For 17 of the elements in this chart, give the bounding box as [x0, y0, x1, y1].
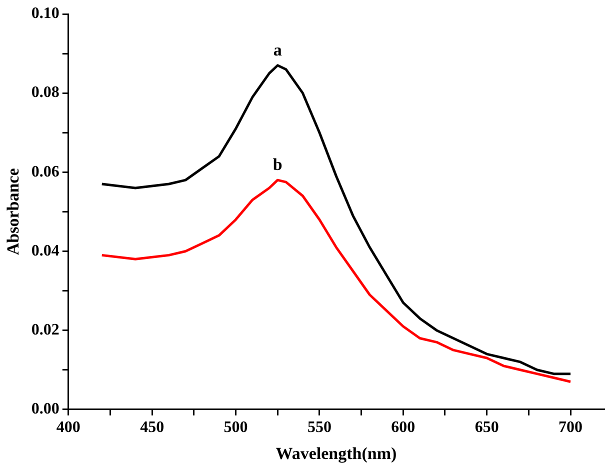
y-tick-label: 0.00 — [31, 400, 60, 418]
x-tick-label: 600 — [391, 419, 416, 436]
y-tick-label: 0.04 — [31, 242, 60, 260]
x-tick-label: 550 — [307, 419, 332, 436]
series-label: a — [273, 40, 282, 60]
series-label: b — [272, 154, 282, 174]
x-tick-label: 650 — [474, 419, 499, 436]
y-tick-label: 0.10 — [31, 5, 60, 22]
x-axis-title: Wavelength(nm) — [276, 444, 397, 464]
y-axis-title: Absorbance — [4, 168, 23, 256]
x-tick-label: 700 — [558, 419, 583, 436]
y-tick-label: 0.02 — [31, 321, 60, 338]
y-tick-label: 0.08 — [31, 84, 60, 102]
y-tick-label: 0.06 — [31, 163, 60, 180]
x-tick-label: 450 — [140, 419, 164, 436]
x-tick-label: 500 — [224, 419, 248, 436]
x-tick-label: 400 — [56, 419, 80, 436]
